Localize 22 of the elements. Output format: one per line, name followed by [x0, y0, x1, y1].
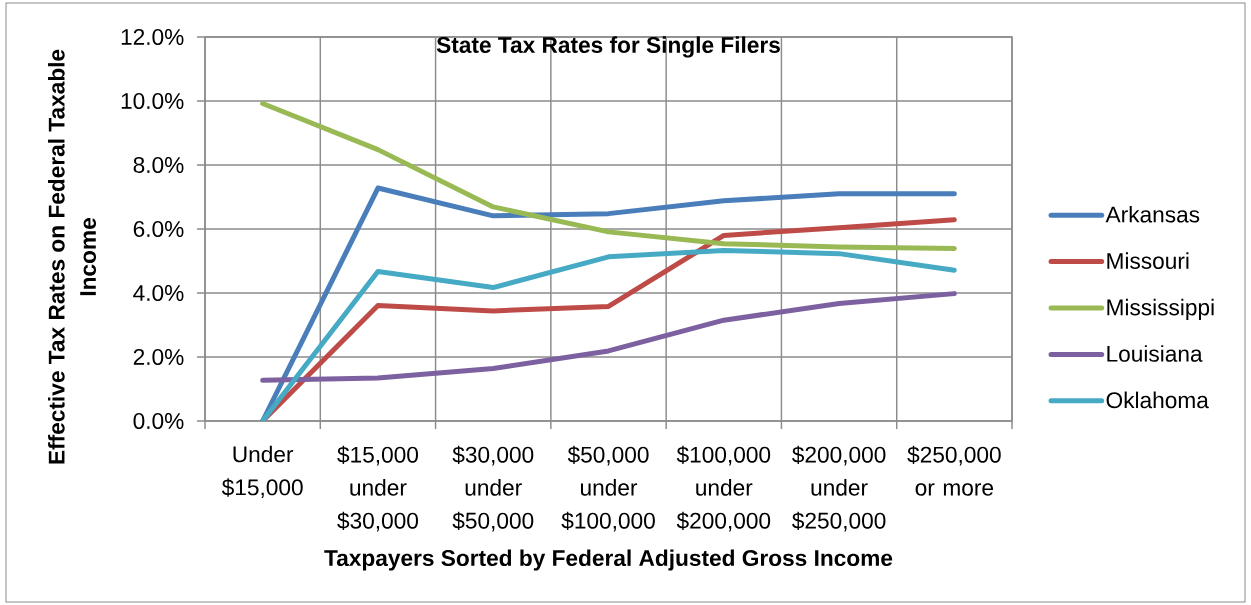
y-tick-label: 0.0%: [133, 412, 184, 430]
y-axis-title: Effective Tax Rates on Federal Taxable Income: [48, 49, 97, 464]
y-tick-label: 6.0%: [133, 220, 184, 238]
y-tick-label: 8.0%: [133, 156, 184, 174]
chart-title: State Tax Rates for Single Filers: [436, 36, 780, 58]
x-tick-label: $200,000 under $250,000: [792, 445, 886, 532]
legend-label: Missouri: [1107, 252, 1189, 269]
y-tick-label: 12.0%: [121, 28, 184, 46]
y-tick-label: 2.0%: [133, 348, 184, 366]
x-tick-label: $50,000 under $100,000: [561, 445, 655, 532]
x-tick-label: $250,000 or more: [907, 445, 1001, 496]
y-tick-label: 10.0%: [121, 92, 184, 110]
legend-label: Mississippi: [1107, 298, 1214, 320]
x-tick-label: Under $15,000: [221, 445, 303, 499]
legend-label: Oklahoma: [1106, 391, 1209, 409]
legend-label: Arkansas: [1105, 205, 1200, 223]
x-tick-label: $15,000 under $30,000: [337, 445, 419, 532]
legend-label: Louisiana: [1107, 345, 1203, 362]
x-tick-label: $100,000 under $200,000: [676, 445, 771, 532]
y-tick-label: 4.0%: [133, 284, 184, 302]
x-tick-label: $30,000 under $50,000: [452, 445, 534, 532]
x-axis-title: Taxpayers Sorted by Federal Adjusted Gross Income: [324, 549, 893, 571]
